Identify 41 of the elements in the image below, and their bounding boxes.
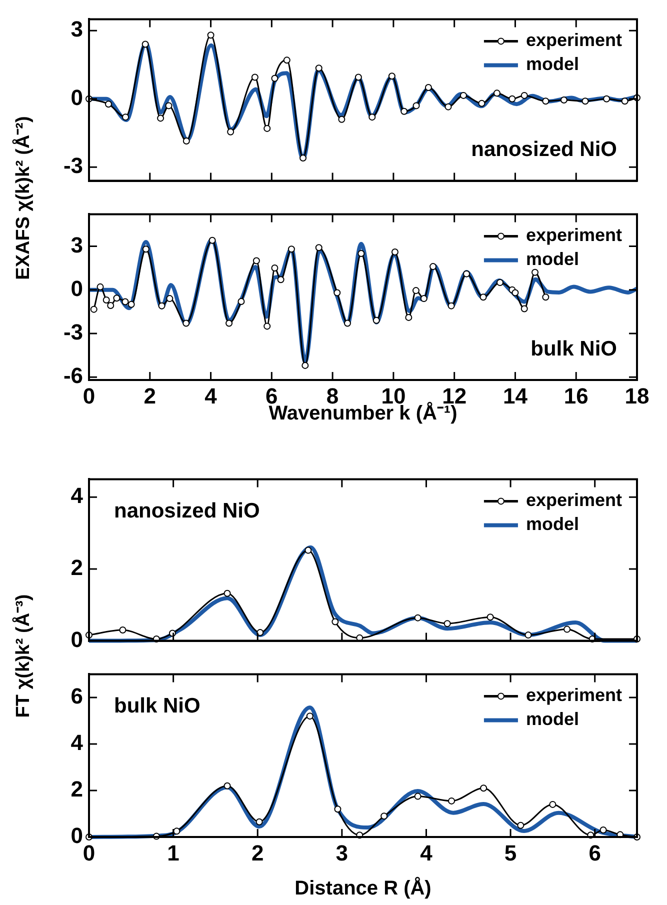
y-axis-title: EXAFS χ(k)k² (Å⁻²) [11, 116, 35, 280]
x-axis-title: Distance R (Å) [294, 876, 432, 900]
x-tick-label: 14 [502, 383, 528, 408]
y-tick-label: 4 [70, 483, 84, 508]
y-tick-label: 3 [70, 16, 83, 42]
x-tick-label: 6 [588, 840, 601, 866]
y-axis-title: FT χ(k)k² (Å⁻³) [11, 594, 35, 718]
annotation: bulk NiO [530, 337, 617, 360]
legend-label: model [526, 249, 579, 270]
x-tick-label: 5 [504, 840, 517, 866]
x-tick-label: 16 [564, 383, 588, 408]
annotation: nanosized NiO [471, 138, 617, 162]
x-tick-label: 1 [167, 840, 180, 866]
annotation: nanosized NiO [114, 499, 260, 522]
y-tick-label: 0 [70, 626, 83, 652]
x-tick-label: 18 [624, 383, 650, 408]
y-tick-label: 2 [70, 776, 83, 802]
x-tick-label: 4 [204, 383, 218, 408]
y-tick-label: -3 [63, 320, 83, 345]
y-tick-label: 4 [70, 730, 84, 756]
legend-label: model [526, 514, 579, 534]
y-tick-label: 2 [70, 555, 83, 580]
legend-label: model [526, 54, 579, 74]
x-tick-label: 8 [326, 383, 339, 408]
x-tick-label: 2 [144, 383, 156, 408]
legend-label: experiment [526, 30, 622, 50]
y-tick-label: 0 [70, 276, 83, 301]
legend-label: experiment [526, 685, 622, 706]
legend-label: experiment [526, 490, 622, 510]
x-tick-label: 2 [251, 840, 264, 866]
y-tick-label: -6 [63, 363, 83, 388]
legend-label: experiment [526, 225, 622, 246]
y-tick-label: 3 [70, 232, 83, 258]
y-tick-label: 0 [70, 84, 83, 110]
legend-label: model [526, 709, 579, 730]
y-tick-label: -3 [63, 153, 83, 178]
x-tick-label: 4 [420, 840, 434, 866]
annotation: bulk NiO [114, 694, 200, 718]
y-tick-label: 0 [70, 823, 83, 848]
x-tick-label: 3 [336, 840, 348, 866]
y-tick-label: 6 [70, 684, 83, 709]
